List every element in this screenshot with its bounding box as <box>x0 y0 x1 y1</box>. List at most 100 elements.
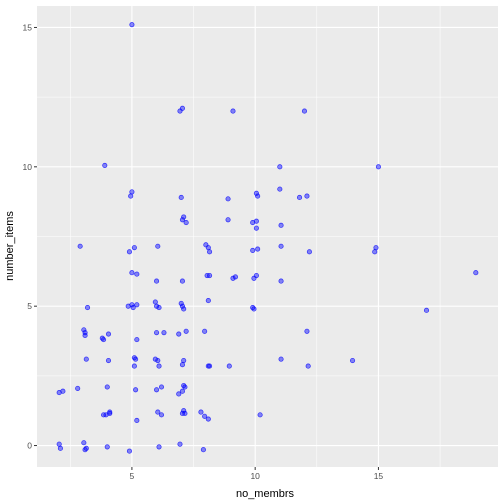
data-point <box>101 412 107 418</box>
data-point <box>129 189 135 195</box>
data-point <box>183 220 189 226</box>
data-point <box>181 214 187 220</box>
data-point <box>129 302 135 308</box>
data-point <box>152 356 158 362</box>
data-point <box>133 356 139 362</box>
y-tick-label: 10 <box>23 162 33 172</box>
data-point <box>255 193 261 199</box>
major-gridlines <box>37 6 498 467</box>
data-point <box>158 412 165 418</box>
data-point <box>278 278 284 284</box>
data-point <box>200 447 206 453</box>
data-point <box>134 417 140 424</box>
data-point <box>253 218 259 224</box>
data-point <box>104 384 110 390</box>
data-point <box>154 330 160 336</box>
data-point <box>154 303 160 309</box>
data-point <box>373 245 379 251</box>
data-point <box>152 299 158 305</box>
x-tick-label: 5 <box>130 471 135 481</box>
data-point <box>177 108 183 114</box>
y-axis: 0 5 10 15 <box>23 22 37 451</box>
data-point <box>179 303 185 309</box>
data-point <box>133 387 139 393</box>
data-point <box>253 225 259 231</box>
data-point <box>176 331 182 337</box>
data-point <box>156 305 162 311</box>
data-point <box>225 217 231 223</box>
data-point <box>134 302 140 308</box>
data-point <box>230 108 236 114</box>
data-point <box>296 194 303 201</box>
data-point <box>84 305 91 311</box>
data-point <box>128 193 134 199</box>
y-axis-title: number_items <box>4 211 16 281</box>
data-point <box>102 162 108 168</box>
data-point <box>156 363 162 369</box>
data-point <box>473 270 479 276</box>
data-point <box>154 387 160 393</box>
data-point <box>250 247 256 253</box>
data-point <box>181 357 187 364</box>
data-point <box>126 448 132 454</box>
data-point <box>205 298 211 304</box>
data-point <box>105 357 112 364</box>
data-point <box>179 278 185 284</box>
data-point <box>277 186 283 192</box>
data-point <box>304 193 310 199</box>
data-point <box>304 328 310 334</box>
data-point <box>83 445 89 451</box>
data-point <box>83 356 89 362</box>
data-point <box>154 278 160 284</box>
data-point <box>257 412 263 418</box>
data-point <box>375 164 381 170</box>
data-point <box>232 274 239 280</box>
data-point <box>155 357 161 364</box>
data-point <box>253 190 259 196</box>
data-point <box>179 362 185 368</box>
y-tick-label: 0 <box>27 441 32 451</box>
x-axis-title: no_membrs <box>236 488 295 500</box>
x-tick-label: 15 <box>374 471 384 481</box>
data-point <box>225 196 231 202</box>
data-point <box>306 249 312 255</box>
data-point <box>182 384 188 390</box>
data-point <box>107 410 113 417</box>
data-point <box>277 164 283 170</box>
data-point <box>179 388 185 394</box>
data-point <box>305 363 311 369</box>
data-point <box>350 357 356 364</box>
data-point <box>57 445 63 451</box>
minor-gridlines <box>37 6 498 467</box>
data-point <box>181 408 187 414</box>
data-point <box>207 272 213 279</box>
data-point <box>75 385 81 391</box>
data-point <box>129 22 135 28</box>
data-point <box>56 441 62 447</box>
data-point <box>207 363 213 369</box>
data-point <box>251 306 257 312</box>
data-point <box>82 332 88 338</box>
data-point <box>301 108 308 114</box>
data-point <box>134 271 140 277</box>
data-point <box>207 249 213 255</box>
data-point <box>183 328 189 334</box>
data-point <box>60 388 66 394</box>
x-tick-label: 10 <box>250 471 260 481</box>
data-point <box>81 327 87 333</box>
data-point <box>158 384 165 390</box>
data-point <box>130 305 136 311</box>
data-point <box>205 245 211 251</box>
data-point <box>176 391 182 397</box>
x-axis: 5 10 15 <box>130 467 384 481</box>
data-point <box>278 243 284 249</box>
data-point <box>198 409 204 415</box>
data-point <box>202 413 208 419</box>
data-point <box>278 222 284 228</box>
data-point <box>255 246 261 252</box>
data-points <box>56 22 479 454</box>
data-point <box>126 249 132 255</box>
data-point <box>104 444 110 450</box>
data-point <box>131 245 137 251</box>
